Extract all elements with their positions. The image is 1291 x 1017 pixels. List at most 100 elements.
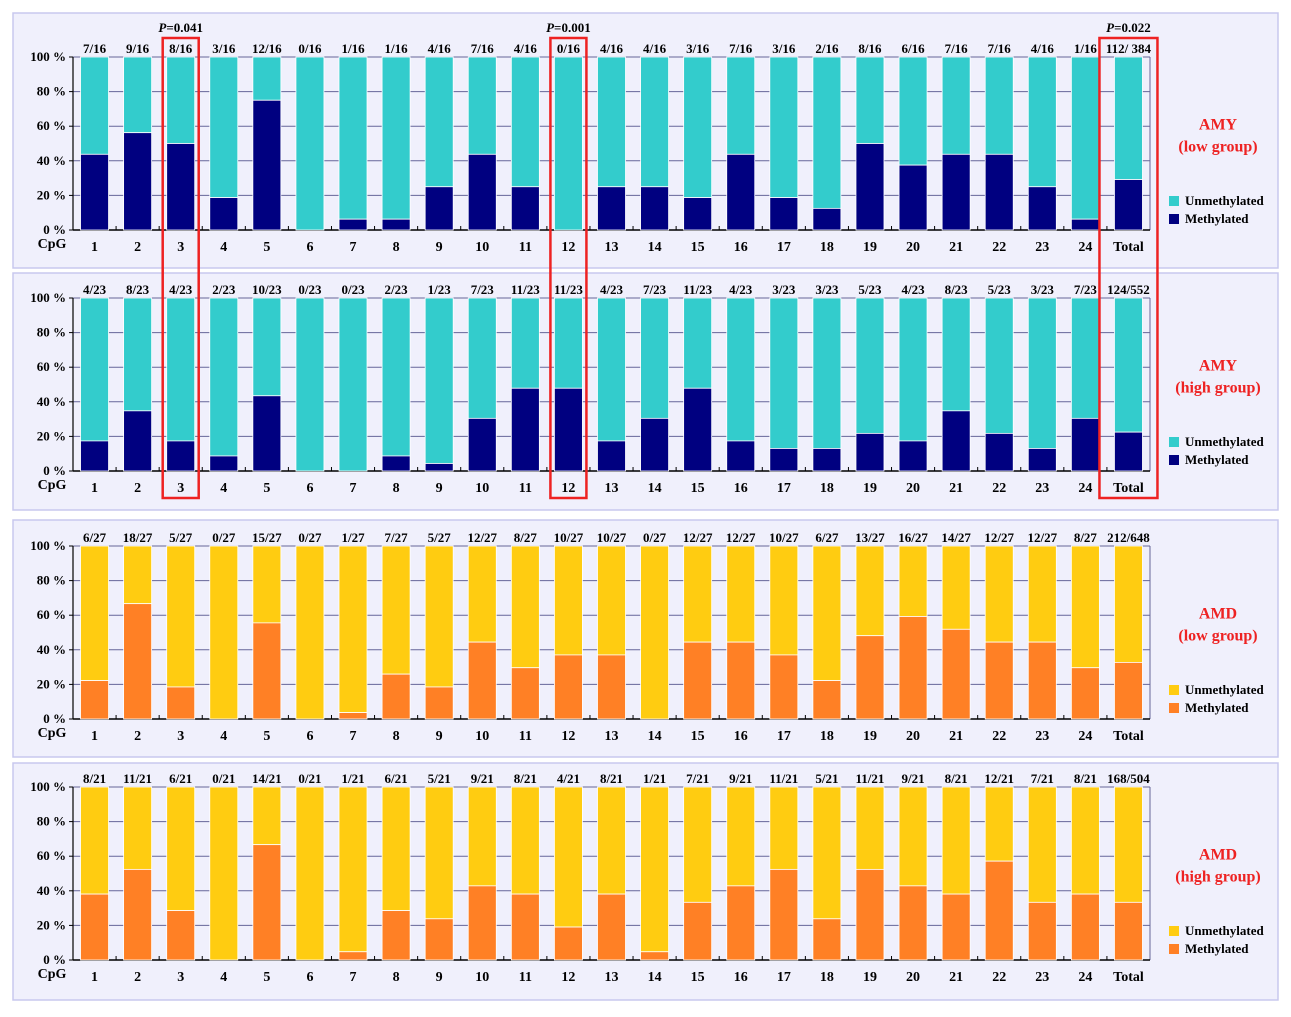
bar-unmethylated: [467, 545, 497, 643]
fraction-label: 0/16: [298, 41, 322, 56]
bar-methylated: [855, 868, 885, 961]
bar-methylated: [597, 893, 626, 961]
x-tick-label: 22: [992, 240, 1006, 255]
fraction-label: 4/16: [600, 41, 624, 56]
y-tick-label: 20 %: [37, 187, 66, 202]
x-tick-label: 11: [519, 481, 532, 496]
y-tick-label: 80 %: [37, 573, 66, 588]
bar-unmethylated: [855, 297, 885, 434]
x-tick-label: 24: [1078, 970, 1092, 985]
fraction-label: 11/21: [856, 771, 885, 786]
x-tick-label: 17: [777, 481, 791, 496]
fraction-label: 2/23: [212, 282, 236, 297]
x-tick-label: 11: [519, 970, 532, 985]
bar-unmethylated: [769, 786, 799, 870]
fraction-label: 3/16: [212, 41, 236, 56]
x-tick-label: 10: [475, 729, 489, 744]
bar-methylated: [984, 153, 1014, 231]
bar-unmethylated: [941, 545, 971, 630]
x-tick-label: 14: [648, 481, 662, 496]
x-tick-label: 11: [519, 729, 532, 744]
bar-unmethylated: [510, 297, 540, 389]
bar-unmethylated: [1114, 786, 1143, 903]
chart-panel-1: 0 % 20 % 40 % 60 % 80 % 100 % CpG 7/16 1 9/16 2 8/1…: [12, 12, 1279, 269]
chart-panel-4: 0 %20 %40 %60 %80 %100 %CpG8/21111/2126/…: [12, 762, 1279, 1001]
bar-methylated: [984, 860, 1014, 961]
fraction-label: 8/21: [600, 771, 623, 786]
x-tick-label: 16: [734, 481, 748, 496]
p-value-label: P=0.022: [1106, 20, 1151, 35]
bar-methylated: [1070, 667, 1100, 720]
x-tick-label: 16: [734, 970, 748, 985]
x-tick-label: 20: [906, 970, 920, 985]
bar-unmethylated: [941, 297, 971, 412]
bar-methylated: [338, 951, 368, 961]
fraction-label: 4/23: [600, 282, 624, 297]
bar-unmethylated: [1070, 297, 1100, 419]
fraction-label: 10/27: [554, 530, 584, 545]
bar-unmethylated: [510, 786, 540, 895]
bar-methylated: [80, 893, 109, 961]
bar-unmethylated: [381, 786, 411, 911]
x-tick-label: 19: [863, 240, 877, 255]
bar-unmethylated: [467, 297, 497, 419]
fraction-label: 15/27: [252, 530, 282, 545]
fraction-label: 4/16: [428, 41, 452, 56]
fraction-label: 11/23: [511, 282, 540, 297]
bar-unmethylated: [510, 56, 540, 188]
x-tick-label: 3: [177, 970, 184, 985]
x-tick-label: 16: [734, 240, 748, 255]
x-tick-label: 2: [134, 729, 141, 744]
x-tick-label: 9: [436, 729, 443, 744]
highlight-box: [1098, 36, 1159, 500]
fraction-label: 8/16: [858, 41, 882, 56]
bar-methylated: [683, 901, 713, 961]
bar-unmethylated: [554, 545, 583, 656]
fraction-label: 12/16: [252, 41, 282, 56]
bar-methylated: [123, 603, 153, 720]
p-value-label: P=0.001: [546, 20, 591, 35]
fraction-label: 5/27: [169, 530, 193, 545]
legend-swatch-unmethylated: [1169, 437, 1179, 447]
bar-methylated: [424, 186, 454, 231]
bar-methylated: [1070, 893, 1100, 961]
fraction-label: 8/27: [1074, 530, 1098, 545]
bar-methylated: [1027, 448, 1057, 472]
y-tick-label: 40 %: [37, 394, 66, 409]
fraction-label: 168/504: [1107, 771, 1150, 786]
fraction-label: 6/27: [815, 530, 839, 545]
x-tick-label: 3: [177, 481, 184, 496]
fraction-label: 5/21: [815, 771, 838, 786]
fraction-label: 112/ 384: [1106, 41, 1152, 56]
x-tick-label: 2: [134, 240, 141, 255]
bar-methylated: [640, 951, 669, 961]
bar-unmethylated: [381, 56, 411, 220]
legend-swatch-methylated: [1169, 944, 1179, 954]
group-label: AMD: [1199, 606, 1237, 623]
x-tick-label: 15: [691, 240, 705, 255]
bar-unmethylated: [80, 545, 109, 681]
bar-unmethylated: [855, 545, 885, 637]
x-tick-label: 13: [605, 970, 619, 985]
bar-unmethylated: [984, 297, 1014, 434]
bar-unmethylated: [1070, 56, 1100, 220]
bar-methylated: [855, 432, 885, 472]
x-tick-label: 5: [263, 729, 270, 744]
bar-unmethylated: [209, 545, 239, 720]
bar-methylated: [1114, 431, 1143, 472]
bar-methylated: [1070, 218, 1100, 231]
x-tick-label: 10: [475, 240, 489, 255]
bar-unmethylated: [726, 545, 756, 643]
bar-unmethylated: [252, 56, 282, 101]
x-tick-label: 7: [350, 481, 357, 496]
fraction-label: 16/27: [898, 530, 928, 545]
x-tick-label: 3: [177, 240, 184, 255]
bar-unmethylated: [166, 56, 196, 144]
x-tick-label: Total: [1113, 970, 1144, 985]
y-tick-label: 40 %: [37, 153, 66, 168]
fraction-label: 7/27: [385, 530, 409, 545]
fraction-label: 7/16: [729, 41, 753, 56]
x-tick-label: 5: [263, 970, 270, 985]
x-tick-label: 4: [220, 970, 227, 985]
